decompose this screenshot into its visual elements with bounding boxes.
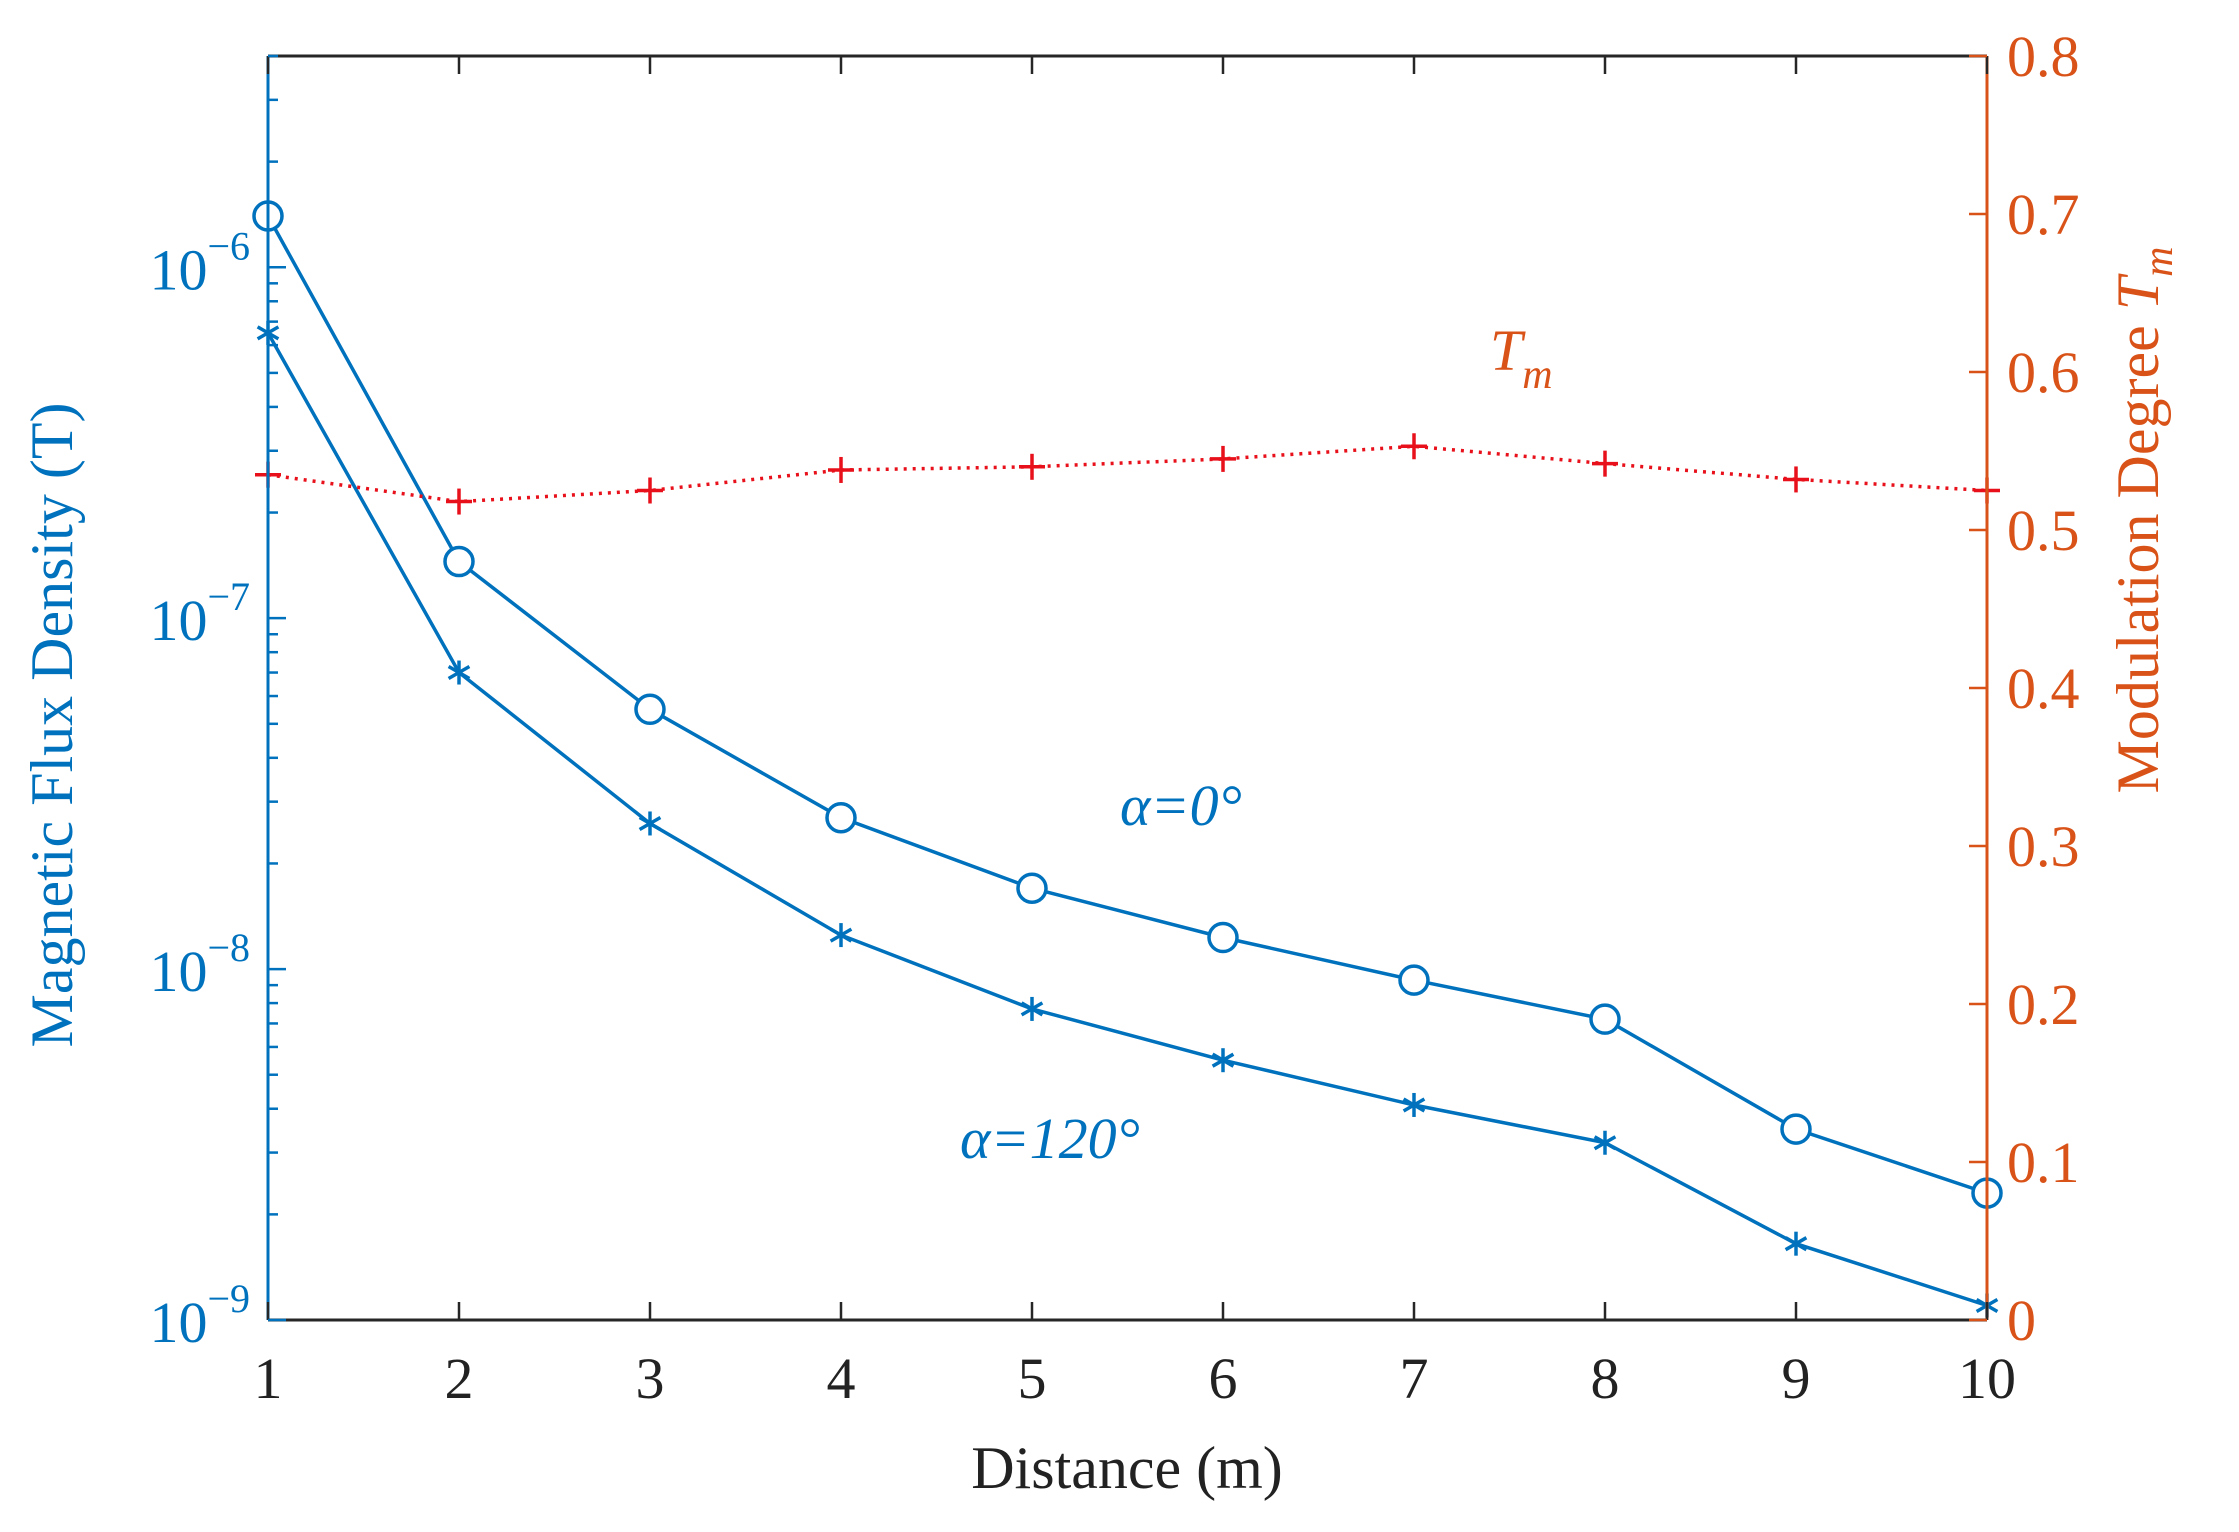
left-tick-exponent: −7 [207, 574, 250, 619]
circle-marker [1016, 872, 1048, 904]
plus-marker [637, 477, 663, 504]
right-tick-label: 0.4 [2007, 656, 2080, 721]
asterisk-marker [829, 923, 853, 948]
asterisk-stroke [1020, 1001, 1044, 1017]
asterisk-series [256, 320, 1999, 1318]
x-tick-label: 4 [827, 1346, 856, 1411]
right-tick-label: 0.3 [2007, 814, 2080, 879]
left-tick-label: 10−7 [149, 574, 250, 653]
circle-marker [443, 545, 475, 578]
plus-marker [1592, 450, 1618, 477]
right-axis-label-subscript: m [2136, 247, 2182, 277]
x-tick-label: 9 [1782, 1346, 1811, 1411]
asterisk-stroke [447, 665, 471, 681]
right-tick-label: 0 [2007, 1288, 2036, 1353]
circle-marker [825, 801, 857, 834]
circle-marker [634, 693, 666, 726]
asterisk-stroke [1784, 1236, 1808, 1252]
x-tick-label: 3 [636, 1346, 665, 1411]
left-tick-base: 10 [149, 939, 207, 1004]
asterisk-marker [447, 660, 471, 685]
asterisk-stroke [1211, 1052, 1235, 1068]
right-tick-label: 0.8 [2007, 24, 2080, 89]
left-tick-label: 10−8 [149, 925, 250, 1004]
asterisk-marker [1784, 1231, 1808, 1256]
left-tick-base: 10 [149, 588, 207, 653]
plus-marker [1210, 445, 1236, 472]
asterisk-marker [1211, 1048, 1235, 1073]
x-tick-label: 6 [1209, 1346, 1238, 1411]
left-tick-exponent: −9 [207, 1276, 250, 1321]
circle-series-line [266, 215, 1988, 1195]
asterisk-series-line [266, 332, 1988, 1308]
plus-marker [828, 456, 854, 483]
asterisk-marker [638, 811, 662, 836]
circle-marker [1207, 921, 1239, 954]
left-tick-label: 10−6 [149, 223, 250, 302]
right-axis-label: Modulation Degree Tm [2105, 247, 2182, 794]
right-axis-label-symbol: T [2105, 273, 2171, 310]
left-tick-exponent: −8 [207, 925, 250, 970]
x-tick-label: 2 [445, 1346, 474, 1411]
x-tick-label: 5 [1018, 1346, 1047, 1411]
asterisk-stroke [638, 815, 662, 831]
asterisk-stroke [1402, 1097, 1426, 1113]
plus-marker [1783, 466, 1809, 493]
x-axis-label: Distance (m) [971, 1435, 1283, 1501]
left-tick-label: 10−9 [149, 1276, 250, 1355]
plus-series [255, 433, 2000, 515]
asterisk-stroke [829, 927, 853, 943]
right-axis-label-text: Modulation Degree [2105, 310, 2171, 793]
plus-marker [446, 488, 472, 515]
left-axis-label: Magnetic Flux Density (T) [19, 403, 85, 1048]
circle-marker [1589, 1003, 1621, 1035]
asterisk-stroke [1593, 1135, 1617, 1151]
plus-series-line [267, 444, 1988, 504]
right-tick-label: 0.7 [2007, 182, 2080, 247]
plus-marker [1019, 453, 1045, 480]
circle-marker [1780, 1113, 1812, 1145]
asterisk-marker [1402, 1092, 1426, 1117]
right-tick-label: 0.6 [2007, 340, 2080, 405]
annotation-tm: Tm [1490, 318, 1553, 398]
annotation-alpha-0: α=0° [1120, 773, 1242, 838]
asterisk-marker [1020, 996, 1044, 1021]
right-tick-label: 0.2 [2007, 972, 2080, 1037]
circle-marker [1398, 964, 1430, 996]
annotation-alpha-120: α=120° [960, 1106, 1140, 1171]
x-tick-label: 1 [254, 1346, 283, 1411]
x-tick-label: 7 [1400, 1346, 1429, 1411]
asterisk-marker [1593, 1130, 1617, 1155]
annotation-tm-symbol: T [1490, 318, 1526, 383]
x-tick-label: 8 [1591, 1346, 1620, 1411]
series-layer [252, 200, 2003, 1318]
right-tick-label: 0.5 [2007, 498, 2080, 563]
left-tick-base: 10 [149, 1290, 207, 1355]
left-tick-exponent: −6 [207, 223, 250, 268]
circle-series [252, 200, 2003, 1209]
plus-marker [1401, 433, 1427, 460]
left-tick-base: 10 [149, 237, 207, 302]
right-tick-label: 0.1 [2007, 1130, 2080, 1195]
x-tick-label: 10 [1958, 1346, 2016, 1411]
annotation-tm-subscript: m [1522, 352, 1552, 398]
